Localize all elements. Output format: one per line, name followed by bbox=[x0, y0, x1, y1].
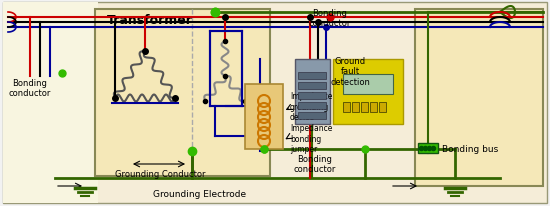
Bar bbox=[245, 85, 283, 149]
Bar bbox=[298, 73, 326, 80]
Bar bbox=[298, 92, 326, 99]
Text: Grounding Conductor: Grounding Conductor bbox=[115, 169, 205, 178]
Text: Bonding
conductor: Bonding conductor bbox=[309, 9, 351, 28]
Text: Ground
fault
detection: Ground fault detection bbox=[330, 57, 370, 86]
Bar bbox=[298, 83, 326, 90]
Bar bbox=[298, 103, 326, 109]
Text: Bonding
conductor: Bonding conductor bbox=[9, 79, 51, 98]
Bar bbox=[415, 10, 543, 186]
Bar bbox=[333, 60, 403, 124]
Text: Impedance
grounding
device: Impedance grounding device bbox=[290, 92, 332, 121]
Text: Impedance
bonding
jumper: Impedance bonding jumper bbox=[290, 124, 332, 153]
Bar bbox=[379, 103, 386, 112]
Text: Transformer: Transformer bbox=[107, 14, 193, 27]
Bar bbox=[352, 103, 359, 112]
Bar bbox=[418, 143, 438, 153]
Bar bbox=[3, 3, 98, 203]
Text: Grounding Electrode: Grounding Electrode bbox=[153, 190, 246, 199]
Bar bbox=[343, 75, 393, 95]
Bar bbox=[370, 103, 377, 112]
Bar bbox=[361, 103, 368, 112]
Bar bbox=[298, 112, 326, 119]
Bar bbox=[95, 10, 270, 176]
Text: Bonding
conductor: Bonding conductor bbox=[294, 154, 336, 174]
Bar bbox=[210, 32, 242, 107]
Text: Bonding bus: Bonding bus bbox=[442, 144, 498, 153]
Bar bbox=[295, 60, 330, 124]
Bar bbox=[343, 103, 350, 112]
